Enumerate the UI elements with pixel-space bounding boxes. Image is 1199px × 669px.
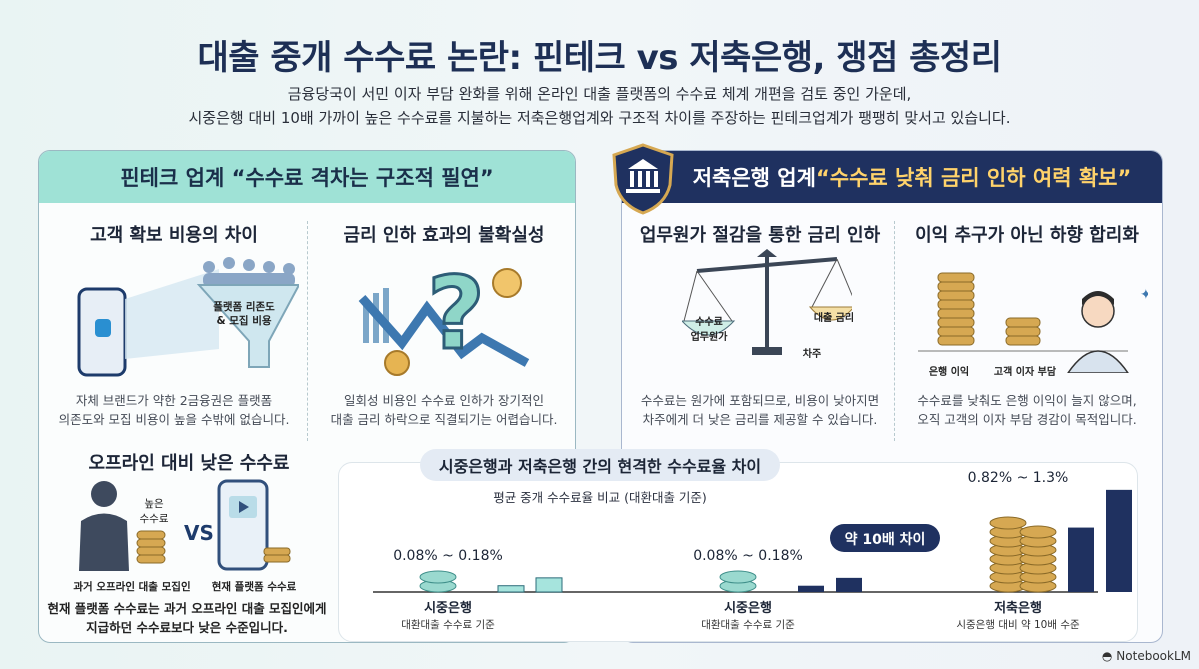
scale-right-label: 대출 금리 xyxy=(813,313,855,324)
coin-icon xyxy=(419,570,457,584)
difference-callout xyxy=(830,524,940,552)
desc-line: 지급하던 수수료보다 낮은 수준입니다. xyxy=(86,620,288,635)
cost-reduction-title: 업무원가 절감을 통한 금리 인하 xyxy=(639,225,881,246)
scale-bottom-label: 차주 xyxy=(802,349,822,360)
funnel-label-1: 플랫폼 리존도 xyxy=(213,301,275,313)
category-label: 시중은행 xyxy=(724,600,772,616)
difference-callout-text: 약 10배 차이 xyxy=(845,531,926,548)
customer-cost-desc: 자체 브랜드가 약한 2금융권은 플랫폼 의존도와 모집 비용이 높을 수밖에 … xyxy=(49,391,299,429)
coin-icon xyxy=(1019,525,1057,539)
panel-divider xyxy=(307,221,308,441)
category-label: 저축은행 xyxy=(994,600,1042,616)
crowd-icon xyxy=(203,257,295,287)
funnel-label-2: & 모집 비용 xyxy=(216,315,272,327)
label-line: 높은 xyxy=(144,498,164,510)
chart-bar xyxy=(1106,489,1132,592)
not-profit-desc: 수수료를 낮춰도 은행 이익이 늘지 않으며, 오직 고객의 이자 부담 경감이… xyxy=(902,391,1152,429)
page-title: 대출 중개 수수료 논란: 핀테크 vs 저축은행, 쟁점 총정리 xyxy=(197,38,1003,78)
customer-cost-title: 고객 확보 비용의 차이 xyxy=(90,225,258,246)
category-label: 시중은행 xyxy=(424,600,472,616)
scale-left-label: 수수료 업무원가 xyxy=(674,313,744,343)
offline-fee-title: 오프라인 대비 낮은 수수료 xyxy=(88,453,290,474)
question-mark-icon: ? xyxy=(427,255,485,372)
notebooklm-logo: ◓ NotebookLM xyxy=(1102,649,1191,663)
category-caption: 대환대출 수수료 기준 xyxy=(401,619,495,631)
offline-fee-desc: 현재 플랫폼 수수료는 과거 오프라인 대출 모집인에게 지급하던 수수료보다 … xyxy=(47,599,327,637)
bank-profit-coins-icon xyxy=(937,272,975,346)
banner-prefix: 저축은행 업계 xyxy=(692,166,816,190)
desc-line: 자체 브랜드가 약한 2금융권은 플랫폼 xyxy=(75,393,273,408)
savings-bank-banner: 저축은행 업계 “수수료 낮춰 금리 인하 여력 확보” xyxy=(622,151,1162,203)
subtitle-line-1: 금융당국이 서민 이자 부담 완화를 위해 온라인 대출 플랫폼의 수수료 체계… xyxy=(287,85,912,103)
funnel-icon xyxy=(196,284,299,368)
platform-caption: 현재 플랫폼 수수료 xyxy=(211,581,297,593)
funnel-illustration xyxy=(77,257,299,377)
customer-burden-label: 고객 이자 부담 xyxy=(993,367,1057,378)
chart-bar xyxy=(1068,527,1094,592)
panel-divider xyxy=(894,221,895,441)
desc-line: 일회성 비용인 수수료 인하가 장기적인 xyxy=(344,393,544,408)
desc-line: 대출 금리 하락으로 직결되기는 어렵습니다. xyxy=(330,412,558,427)
desc-line: 차주에게 더 낮은 금리를 제공할 수 있습니다. xyxy=(642,412,878,427)
label-line: 업무원가 xyxy=(690,332,728,343)
vs-label: VS xyxy=(184,521,214,545)
coin-icon xyxy=(719,570,757,584)
label-line: 수수료 xyxy=(139,513,169,525)
range-label: 0.08% ~ 0.18% xyxy=(693,548,803,564)
offline-caption: 과거 오프라인 대출 모집인 xyxy=(73,581,191,593)
down-coin-icon xyxy=(492,268,522,298)
coins-and-person-illustration: ✦ xyxy=(918,272,1148,373)
chart-bar xyxy=(836,577,862,592)
balance-scale-illustration xyxy=(682,249,852,355)
cost-reduction-desc: 수수료는 원가에 포함되므로, 비용이 낮아지면 차주에게 더 낮은 금리를 제… xyxy=(630,391,890,429)
coin-icon xyxy=(989,516,1027,530)
range-label: 0.82% ~ 1.3% xyxy=(968,470,1069,486)
logo-text: NotebookLM xyxy=(1116,649,1191,663)
chart-title: 시중은행과 저축은행 간의 현격한 수수료율 차이 xyxy=(420,449,780,481)
dollar-coin-icon xyxy=(384,350,410,376)
rate-effect-desc: 일회성 비용인 수수료 인하가 장기적인 대출 금리 하락으로 직결되기는 어렵… xyxy=(319,391,569,429)
trend-arrow-icon xyxy=(358,295,530,367)
subtitle-line-2: 시중은행 대비 10배 가까이 높은 수수료를 지불하는 저축은행업계와 구조적… xyxy=(188,109,1011,127)
coin-stack-icon xyxy=(136,530,166,564)
not-profit-title: 이익 추구가 아닌 하향 합리화 xyxy=(915,225,1139,246)
fintech-panel: 핀테크 업계 “수수료 격차는 구조적 필연” 고객 확보 비용의 차이 플랫폼… xyxy=(38,150,576,643)
person-icon xyxy=(1067,291,1129,373)
high-fee-label: 높은 수수료 xyxy=(134,496,174,526)
desc-line: 현재 플랫폼 수수료는 과거 오프라인 대출 모집인에게 xyxy=(47,601,327,616)
uncertainty-illustration: ? xyxy=(358,254,530,376)
logo-icon: ◓ xyxy=(1101,649,1113,663)
desc-line: 수수료는 원가에 포함되므로, 비용이 낮아지면 xyxy=(640,393,880,408)
category-caption: 대환대출 수수료 기준 xyxy=(701,619,795,631)
chart-bar xyxy=(535,577,563,593)
sparkle-icon: ✦ xyxy=(1140,287,1148,303)
bank-profit-label: 은행 이익 xyxy=(928,367,970,378)
chart-bar xyxy=(497,585,525,593)
smartphone-icon xyxy=(217,479,269,571)
range-label: 0.08% ~ 0.18% xyxy=(393,548,503,564)
banner-highlight: “수수료 낮춰 금리 인하 여력 확보” xyxy=(815,166,1132,190)
offline-vs-platform-illustration xyxy=(79,479,291,571)
label-line: 수수료 xyxy=(695,317,723,328)
desc-line: 의존도와 모집 비용이 높을 수밖에 없습니다. xyxy=(58,412,290,427)
desc-line: 오직 고객의 이자 부담 경감이 목적입니다. xyxy=(917,412,1137,427)
chart-bar xyxy=(798,585,824,592)
desc-line: 수수료를 낮춰도 은행 이익이 늘지 않으며, xyxy=(917,393,1137,408)
broker-icon xyxy=(91,481,117,507)
category-caption: 시중은행 대비 약 10배 수준 xyxy=(956,619,1080,631)
rate-effect-title: 금리 인하 효과의 불확실성 xyxy=(343,225,545,246)
fintech-banner: 핀테크 업계 “수수료 격차는 구조적 필연” xyxy=(39,151,575,203)
bank-shield-icon xyxy=(612,143,674,215)
customer-burden-coins-icon xyxy=(1005,317,1041,346)
page-subtitle: 금융당국이 서민 이자 부담 완화를 위해 온라인 대출 플랫폼의 수수료 체계… xyxy=(0,82,1199,130)
chart-subtitle: 평균 중개 수수료율 비교 (대환대출 기준) xyxy=(493,490,707,505)
